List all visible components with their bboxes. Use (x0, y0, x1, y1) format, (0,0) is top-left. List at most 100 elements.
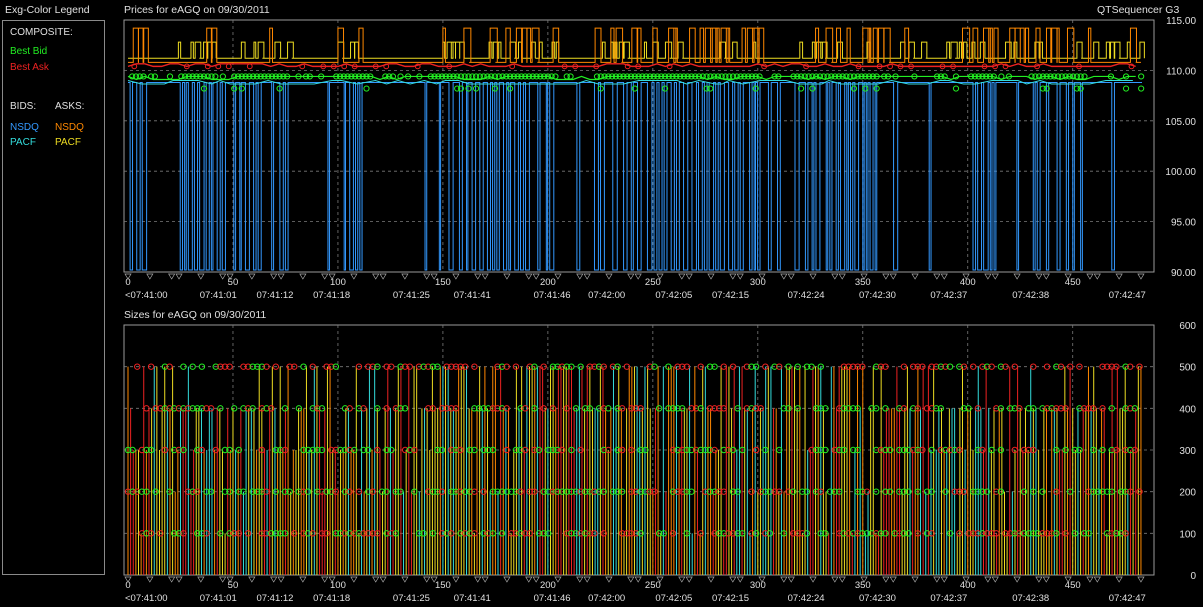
prices-event-marker (685, 273, 693, 280)
best-ask-marker (666, 63, 673, 70)
size-marker-500 (591, 363, 598, 370)
size-marker-500 (849, 363, 857, 370)
best-bid-marker (835, 73, 842, 80)
prices-event-marker (328, 273, 336, 280)
sizes-event-marker (809, 576, 817, 583)
size-marker-300 (549, 446, 557, 454)
size-marker-400 (1025, 405, 1032, 412)
size-marker-200 (591, 488, 598, 495)
best-bid-marker (367, 73, 374, 80)
best-bid-marker (238, 85, 245, 92)
size-marker-500 (512, 363, 520, 370)
size-marker-100 (715, 530, 723, 537)
size-marker-400 (785, 405, 792, 412)
best-bid-marker (593, 73, 601, 80)
size-marker-100 (258, 530, 266, 537)
size-marker-400 (1057, 405, 1065, 412)
sizes-event-marker (350, 576, 358, 583)
best-bid-marker (472, 85, 480, 92)
best-ask-marker (446, 63, 453, 70)
pacf-bid-line (127, 79, 1133, 85)
best-bid-marker (952, 85, 960, 92)
size-marker-400 (341, 405, 349, 412)
best-bid-marker (1043, 85, 1050, 92)
best-bid-marker (382, 73, 389, 80)
size-marker-300 (605, 446, 612, 454)
size-marker-200 (766, 488, 774, 495)
size-marker-100 (591, 530, 598, 537)
size-marker-300 (729, 446, 737, 454)
size-marker-300 (614, 446, 621, 454)
size-marker-500 (1002, 363, 1009, 370)
size-marker-300 (900, 446, 908, 454)
best-bid-marker (457, 85, 465, 92)
prices-event-marker (627, 273, 635, 280)
size-marker-300 (577, 446, 584, 454)
size-marker-500 (808, 363, 815, 370)
prices-event-marker (481, 273, 489, 280)
prices-event-marker (707, 273, 715, 280)
size-marker-400 (166, 405, 173, 412)
best-ask-marker (939, 63, 946, 70)
prices-event-marker (1093, 273, 1101, 280)
size-marker-200 (803, 488, 811, 495)
size-marker-300 (568, 446, 575, 454)
size-marker-200 (300, 488, 307, 495)
size-marker-300 (1108, 446, 1115, 454)
best-bid-marker (178, 73, 185, 80)
best-ask-line (127, 63, 1136, 68)
size-marker-300 (180, 446, 187, 454)
prices-event-marker (219, 273, 227, 280)
size-marker-400 (868, 405, 875, 412)
sizes-event-marker (146, 576, 154, 583)
size-marker-500 (651, 363, 658, 370)
size-marker-400 (267, 405, 275, 412)
size-marker-300 (618, 446, 626, 454)
size-marker-400 (605, 405, 612, 412)
prices-event-marker (1115, 273, 1123, 280)
size-marker-400 (909, 405, 917, 412)
color-legend-panel: COMPOSITE: Best Bid Best Ask BIDS: ASKS:… (2, 20, 105, 575)
sizes-event-marker (780, 576, 788, 583)
size-marker-400 (443, 405, 450, 412)
size-marker-500 (1053, 363, 1060, 370)
size-marker-400 (494, 405, 501, 412)
size-marker-200 (618, 488, 626, 495)
best-bid-marker (129, 73, 136, 80)
size-marker-400 (1085, 405, 1092, 412)
size-marker-300 (337, 446, 344, 454)
size-marker-300 (692, 446, 700, 454)
prices-event-marker (962, 273, 970, 280)
best-bid-marker (363, 85, 370, 92)
size-marker-100 (263, 530, 270, 537)
sizes-time-label: 07:41:25 (393, 593, 430, 604)
size-marker-400 (309, 405, 316, 412)
size-marker-400 (1062, 405, 1069, 412)
best-bid-marker (605, 73, 612, 80)
size-marker-300 (480, 446, 487, 454)
sizes-event-marker (474, 576, 482, 583)
sizes-event-marker (277, 576, 285, 583)
best-bid-marker (801, 73, 808, 80)
sizes-y-tick-label: 200 (1179, 488, 1196, 499)
size-marker-400 (882, 405, 889, 412)
best-bid-marker (820, 73, 827, 80)
size-marker-200 (956, 488, 963, 495)
size-marker-100 (323, 530, 330, 537)
size-marker-500 (554, 363, 561, 370)
prices-event-marker (379, 273, 387, 280)
best-bid-marker (189, 73, 196, 80)
size-marker-500 (743, 363, 751, 370)
size-marker-100 (974, 530, 982, 537)
best-bid-marker (442, 73, 449, 80)
best-bid-marker (658, 73, 665, 80)
best-bid-marker (692, 73, 699, 80)
size-marker-300 (281, 446, 289, 454)
size-marker-100 (415, 530, 423, 537)
sizes-axes: 0 100 200 300 400 500 600 0 50 100 150 200 250 300 350… (124, 321, 1196, 604)
size-marker-200 (203, 488, 210, 495)
best-ask-marker (992, 63, 998, 70)
size-marker-400 (249, 405, 256, 412)
size-marker-200 (471, 488, 478, 495)
prices-marks (127, 27, 1145, 271)
